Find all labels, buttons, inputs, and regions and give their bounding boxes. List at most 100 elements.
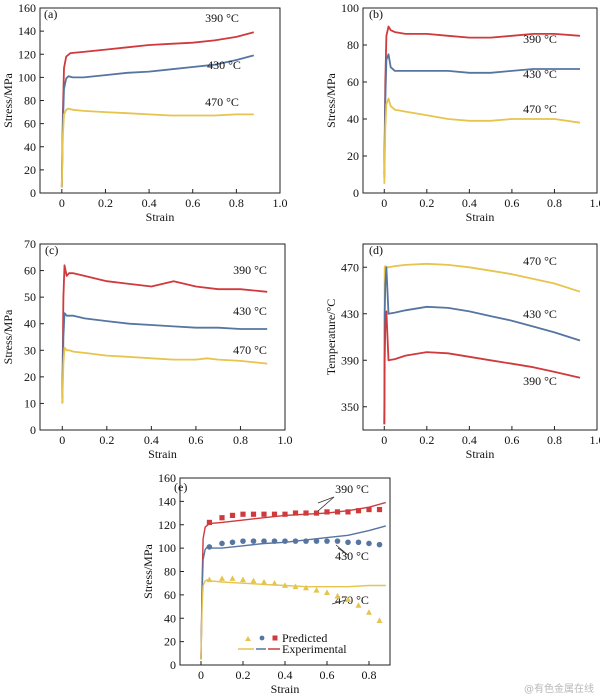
predicted-point — [219, 540, 225, 547]
series-label: 470 °C — [523, 254, 557, 268]
series-label: 390 °C — [233, 263, 267, 277]
series-label: 390 °C — [335, 482, 369, 496]
predicted-point — [206, 576, 213, 583]
x-tick-label: 0 — [198, 668, 204, 682]
panel-label: (d) — [369, 243, 383, 257]
predicted-point — [282, 511, 288, 517]
x-tick-label: 0 — [381, 433, 387, 447]
leader-line — [317, 496, 335, 504]
predicted-point — [313, 587, 320, 593]
series-line — [383, 310, 581, 425]
y-axis-label: Stress/MPa — [1, 72, 15, 127]
y-tick-label: 160 — [158, 471, 176, 485]
x-tick-label: 0.8 — [362, 668, 377, 682]
legend-predicted-label: Predicted — [282, 631, 327, 645]
predicted-point — [261, 538, 267, 544]
legend-predicted-390-marker — [272, 635, 278, 641]
chart-panel-2: 0 0.2 0.4 0.6 0.8 1.0 0 20 40 60 80 100 Strain Stress… — [324, 1, 600, 224]
predicted-point — [261, 511, 267, 517]
y-tick-label: 0 — [170, 658, 176, 672]
predicted-point — [250, 538, 257, 544]
legend-predicted-470-marker — [245, 636, 251, 641]
predicted-point — [292, 583, 299, 590]
series-line — [383, 266, 581, 425]
y-tick-label: 100 — [158, 541, 176, 555]
panel-label: (b) — [369, 7, 383, 21]
predicted-point — [366, 609, 372, 615]
y-tick-label: 140 — [18, 24, 36, 38]
predicted-point — [240, 576, 246, 583]
y-tick-label: 20 — [164, 635, 176, 649]
y-axis-label: Stress/MPa — [1, 309, 15, 364]
x-tick-label: 0.6 — [504, 433, 519, 447]
x-tick-label: 0.2 — [419, 196, 434, 210]
x-tick-label: 0.2 — [99, 433, 114, 447]
x-tick-label: 0 — [381, 196, 387, 210]
series-label: 470 °C — [335, 593, 369, 607]
chart-panel-5: 0 0.2 0.4 0.6 0.8 0 20 40 60 80 100 120 140 160 Strain… — [141, 471, 391, 696]
x-tick-label: 0.8 — [229, 196, 244, 210]
predicted-point — [303, 584, 309, 591]
predicted-point — [366, 506, 372, 513]
y-tick-label: 0 — [353, 186, 359, 200]
series-line — [61, 312, 268, 404]
predicted-point — [355, 602, 362, 608]
predicted-point — [345, 539, 351, 546]
series-label: 470 °C — [205, 95, 239, 109]
series-line — [61, 346, 268, 404]
plot-frame — [362, 7, 598, 194]
x-tick-label: 1.0 — [590, 433, 600, 447]
y-tick-label: 40 — [24, 140, 36, 154]
predicted-point — [206, 544, 213, 550]
x-tick-label: 0.8 — [547, 433, 562, 447]
predicted-point — [376, 506, 383, 513]
predicted-point — [219, 515, 225, 521]
predicted-point — [366, 540, 372, 547]
x-axis-label: Strain — [466, 447, 495, 461]
y-axis-label: Stress/MPa — [141, 543, 155, 598]
panel-label: (e) — [174, 480, 187, 494]
x-tick-label: 0.4 — [278, 668, 293, 682]
predicted-point — [345, 509, 351, 515]
y-tick-label: 160 — [18, 1, 36, 15]
predicted-point — [355, 508, 362, 514]
x-tick-label: 1.0 — [590, 196, 600, 210]
predicted-point — [376, 541, 383, 548]
series-label: 430 °C — [523, 67, 557, 81]
x-tick-label: 0.4 — [142, 196, 157, 210]
predicted-point — [229, 512, 236, 518]
series-label: 430 °C — [523, 307, 557, 321]
series-label: 430 °C — [233, 304, 267, 318]
predicted-point — [240, 511, 246, 517]
series-line — [60, 54, 255, 188]
y-tick-label: 70 — [24, 237, 36, 251]
predicted-point — [206, 519, 212, 526]
y-tick-label: 0 — [30, 186, 36, 200]
x-tick-label: 0 — [59, 433, 65, 447]
predicted-point — [271, 538, 278, 544]
predicted-point — [303, 510, 309, 516]
series-line — [383, 25, 581, 175]
y-tick-label: 30 — [24, 343, 36, 357]
predicted-point — [345, 596, 351, 602]
x-tick-label: 0.6 — [504, 196, 519, 210]
y-tick-label: 80 — [24, 94, 36, 108]
y-tick-label: 40 — [164, 611, 176, 625]
predicted-point — [334, 538, 341, 544]
y-tick-label: 430 — [341, 307, 359, 321]
leader-line — [317, 496, 335, 512]
x-tick-label: 0.6 — [320, 668, 335, 682]
leader-line — [337, 547, 349, 556]
predicted-point — [271, 511, 278, 517]
x-tick-label: 0.6 — [185, 196, 200, 210]
watermark: @有色金属在线 — [524, 682, 594, 695]
y-tick-label: 470 — [341, 260, 359, 274]
y-tick-label: 120 — [158, 518, 176, 532]
x-tick-label: 0.6 — [188, 433, 203, 447]
series-line — [60, 31, 255, 188]
y-tick-label: 140 — [158, 494, 176, 508]
x-tick-label: 0.4 — [462, 433, 477, 447]
series-line — [383, 262, 581, 425]
x-tick-label: 0.2 — [98, 196, 113, 210]
